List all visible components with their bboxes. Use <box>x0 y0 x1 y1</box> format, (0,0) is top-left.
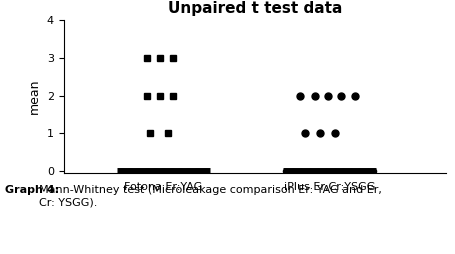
Text: Graph 4:: Graph 4: <box>5 185 62 195</box>
Title: Unpaired t test data: Unpaired t test data <box>167 1 342 16</box>
Y-axis label: mean: mean <box>28 79 41 114</box>
Text: Mann-Whitney test (Microleakage comparison Er: YAG and Er,
Cr: YSGG).: Mann-Whitney test (Microleakage comparis… <box>39 185 382 207</box>
